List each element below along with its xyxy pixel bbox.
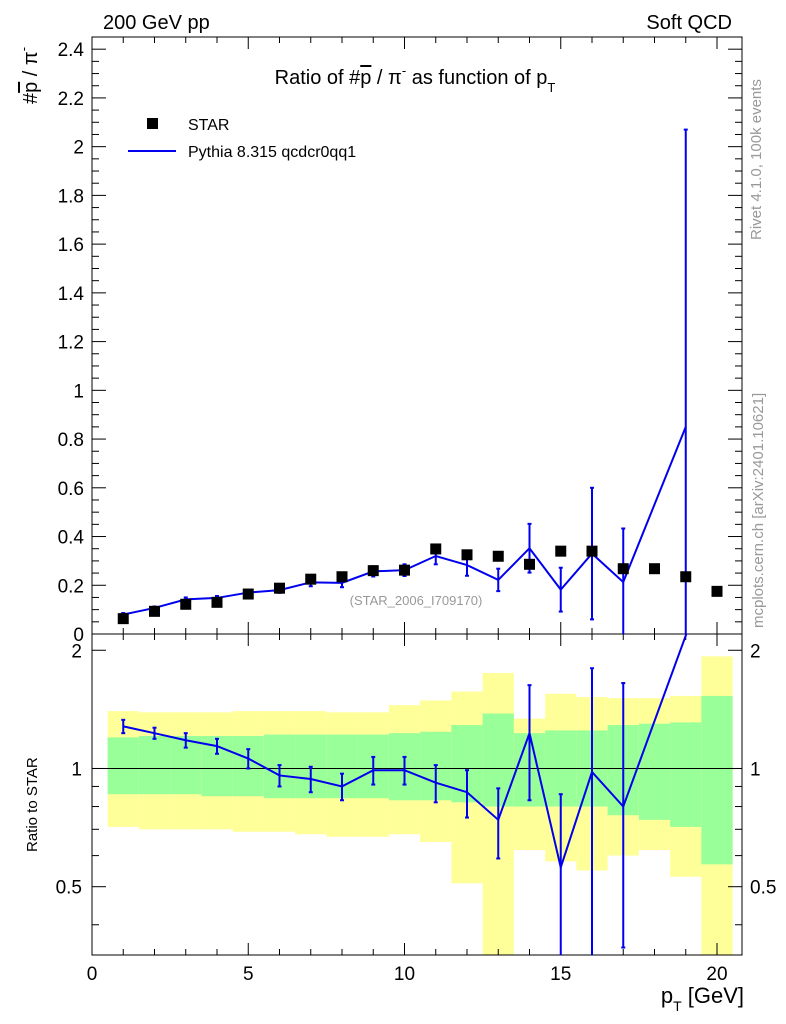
y-tick-label: 1.6: [58, 235, 84, 256]
band-inner: [701, 695, 733, 865]
main-plot-area: [117, 128, 723, 634]
star-marker: [555, 545, 567, 557]
tick-labels: 0 5 10 15 20 0 0.2 0.4 0.6 0.8 1 1.2 1.4 1.6 1.8 2 2.2 2.…: [56, 40, 777, 985]
star-marker: [711, 585, 723, 597]
ratio-frame: [91, 633, 743, 956]
ratio-bands: [107, 656, 733, 955]
y-tick-label: 1.2: [58, 333, 84, 354]
pythia-line: [123, 426, 687, 616]
y-tick-label: 1.4: [58, 284, 85, 305]
y-tick-label: 0.4: [58, 528, 85, 549]
axis-ticks: [91, 36, 742, 955]
analysis-watermark: (STAR_2006_I709170): [350, 593, 483, 608]
y-tick-label: 0: [73, 625, 84, 646]
star-marker: [586, 545, 598, 557]
y-axis-label: #p / π-: [16, 47, 42, 104]
star-marker: [399, 564, 410, 576]
y-tick-label: 1: [73, 381, 84, 402]
x-axis-label: pT [GeV]: [661, 983, 744, 1014]
star-marker: [117, 613, 129, 625]
star-marker: [680, 571, 692, 583]
star-marker: [242, 588, 254, 600]
ratio-y-tick-label-right: 0.5: [750, 878, 776, 899]
band-inner: [107, 737, 139, 795]
legend: STAR Pythia 8.315 qcdcr0qq1: [128, 117, 356, 161]
star-marker: [180, 598, 192, 610]
star-marker: [524, 558, 535, 570]
ratio-plot-area: [92, 634, 742, 955]
star-marker: [336, 571, 348, 583]
ratio-y-tick-label: 0.5: [56, 878, 82, 899]
x-tick-label: 10: [394, 964, 415, 985]
star-marker: [617, 563, 629, 575]
ratio-y-tick-label: 1: [71, 759, 82, 780]
legend-star-label: STAR: [188, 117, 229, 134]
ratio-y-tick-label: 2: [71, 641, 82, 662]
ratio-y-axis-label: Ratio to STAR: [24, 757, 41, 852]
axes-frames: [91, 36, 743, 956]
star-marker: [492, 550, 504, 562]
y-tick-label: 0.8: [58, 430, 84, 451]
y-tick-label: 1.8: [58, 186, 84, 207]
star-marker: [149, 605, 160, 617]
band-inner: [638, 723, 671, 820]
star-marker: [211, 596, 223, 608]
rivet-caption: Rivet 4.1.0, 100k events: [748, 79, 765, 240]
header-left: 200 GeV pp: [103, 12, 210, 34]
ratio-y-tick-label-right: 1: [750, 759, 761, 780]
y-tick-label: 0.6: [58, 479, 84, 500]
legend-star-marker: [147, 118, 158, 129]
mcplots-caption: mcplots.cern.ch [arXiv:2401.10621]: [750, 393, 767, 628]
y-tick-label: 2: [73, 138, 84, 159]
chart-title: Ratio of #p / π- as function of pT: [275, 63, 556, 95]
band-inner: [138, 735, 171, 795]
band-inner: [670, 722, 702, 827]
star-marker: [367, 565, 379, 577]
star-marker: [430, 543, 442, 555]
y-tick-label: 2.2: [58, 89, 84, 110]
star-marker: [461, 549, 473, 561]
x-tick-label: 0: [87, 964, 98, 985]
star-marker: [305, 573, 317, 585]
ratio-y-tick-label-right: 2: [750, 641, 761, 662]
y-tick-label: 0.2: [58, 576, 84, 597]
header-right: Soft QCD: [646, 12, 732, 34]
x-tick-label: 15: [550, 964, 571, 985]
x-tick-label: 5: [243, 964, 254, 985]
star-marker: [649, 563, 660, 575]
ratio-line: [123, 634, 688, 872]
y-tick-label: 2.4: [58, 40, 85, 61]
star-marker: [274, 582, 285, 594]
legend-pythia-label: Pythia 8.315 qcdcr0qq1: [188, 144, 356, 161]
x-tick-label: 20: [706, 964, 727, 985]
